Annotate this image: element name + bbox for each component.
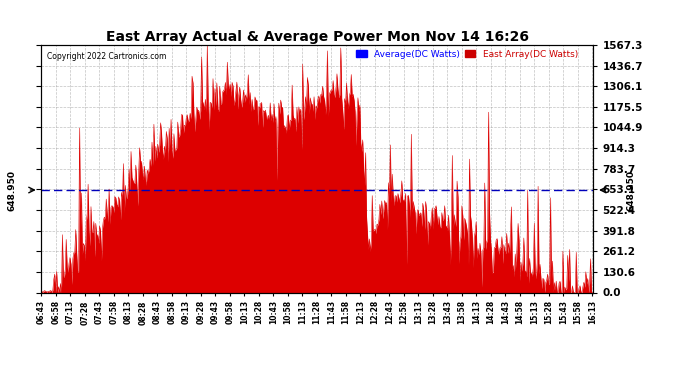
Text: Copyright 2022 Cartronics.com: Copyright 2022 Cartronics.com [47,53,166,62]
Title: East Array Actual & Average Power Mon Nov 14 16:26: East Array Actual & Average Power Mon No… [106,30,529,44]
Legend: Average(DC Watts), East Array(DC Watts): Average(DC Watts), East Array(DC Watts) [356,50,578,58]
Text: 648.950: 648.950 [627,170,635,210]
Text: 648.950: 648.950 [8,170,17,210]
